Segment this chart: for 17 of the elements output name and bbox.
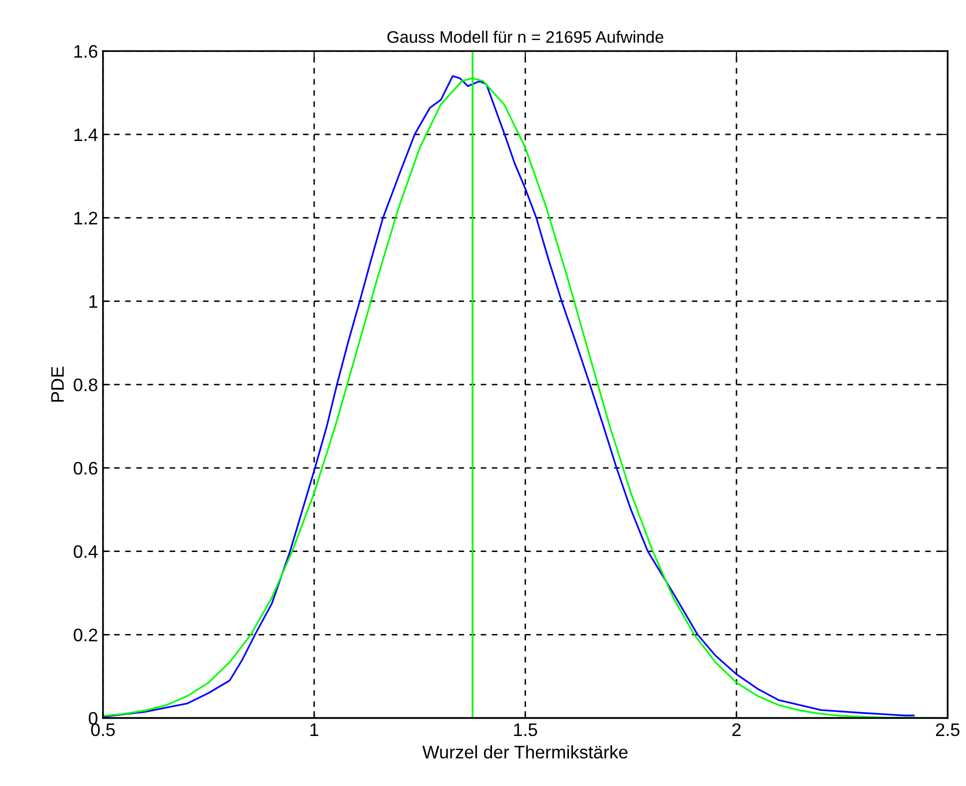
y-tick-label: 0.6: [74, 462, 98, 475]
x-tick-label: 1.5: [514, 724, 538, 736]
y-tick-label: 0.2: [74, 628, 98, 642]
x-tick-label: 2.5: [936, 723, 960, 736]
y-tick-label: 0: [88, 712, 98, 725]
y-axis-title: PDE: [51, 366, 64, 402]
y-tick-label: 1.6: [74, 45, 98, 58]
x-axis-title: Wurzel der Thermikstärke: [422, 745, 628, 759]
y-tick-label: 1.4: [74, 128, 98, 141]
y-tick-label: 1.2: [74, 212, 98, 224]
chart-title: Gauss Modell für n = 21695 Aufwinde: [387, 30, 664, 43]
x-tick-label: 1: [310, 724, 318, 736]
y-tick-label: 0.8: [74, 378, 98, 392]
y-tick-label: 1: [89, 295, 98, 308]
x-tick-label: 0.5: [91, 723, 115, 736]
y-tick-label: 0.4: [74, 545, 98, 558]
x-tick-label: 2: [732, 723, 741, 736]
